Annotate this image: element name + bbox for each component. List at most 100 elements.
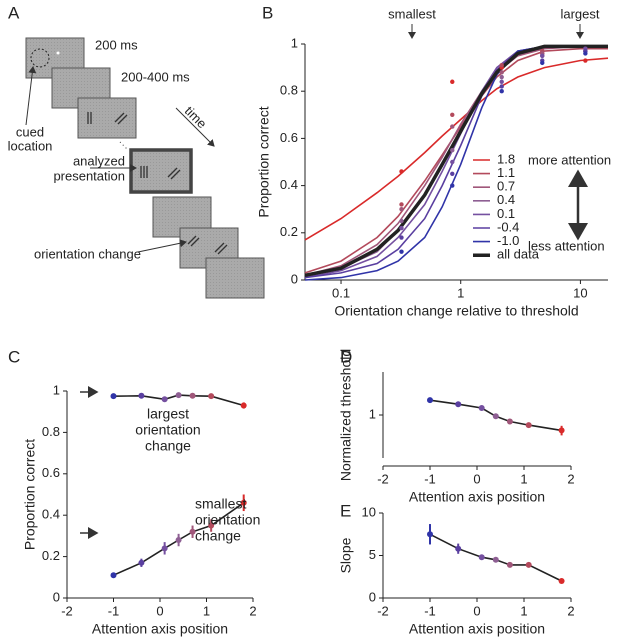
legend-label: 0.1 bbox=[497, 206, 515, 221]
legend-label: 0.7 bbox=[497, 179, 515, 194]
dots bbox=[119, 141, 129, 151]
data-point bbox=[427, 397, 433, 404]
y-axis-label: Proportion correct bbox=[256, 106, 272, 217]
y-tick-label: 0 bbox=[291, 271, 298, 286]
y-tick-label: 0.2 bbox=[42, 548, 60, 563]
x-tick-label: 2 bbox=[567, 603, 574, 618]
curve bbox=[304, 57, 609, 241]
x-tick-label: -1 bbox=[424, 471, 436, 486]
data-point bbox=[399, 235, 404, 240]
data-point bbox=[450, 159, 455, 165]
annotation: orientation bbox=[195, 512, 260, 528]
y-tick-label: 0.6 bbox=[42, 465, 60, 480]
label: cued bbox=[16, 124, 44, 139]
y-tick-label: 10 bbox=[362, 504, 376, 519]
data-point bbox=[450, 112, 455, 118]
data-point bbox=[399, 225, 404, 231]
frame-analyzed bbox=[129, 148, 193, 194]
fixation bbox=[56, 51, 60, 55]
data-point bbox=[478, 554, 485, 561]
data-point bbox=[189, 392, 196, 399]
legend-label: 1.8 bbox=[497, 151, 515, 166]
x-tick-label: 1 bbox=[457, 285, 464, 300]
data-point bbox=[399, 218, 404, 224]
y-tick-label: 0.4 bbox=[42, 507, 60, 522]
x-tick-label: 1 bbox=[203, 603, 210, 618]
data-point bbox=[525, 561, 532, 568]
panel-label: E bbox=[340, 501, 351, 520]
annotation: less attention bbox=[528, 238, 605, 253]
y-tick-label: 1 bbox=[291, 35, 298, 50]
data-point bbox=[399, 202, 404, 207]
panel-label: A bbox=[8, 3, 20, 22]
x-tick-label: 0 bbox=[473, 471, 480, 486]
x-tick-label: 2 bbox=[567, 471, 574, 486]
y-axis-label: Proportion correct bbox=[22, 439, 38, 550]
data-point bbox=[208, 393, 215, 400]
data-point bbox=[240, 402, 247, 409]
y-axis-label: Slope bbox=[338, 537, 354, 573]
data-point bbox=[399, 169, 404, 174]
cue-arrow bbox=[25, 66, 37, 126]
y-tick-label: 1 bbox=[53, 382, 60, 397]
data-point bbox=[175, 392, 182, 399]
data-point bbox=[450, 79, 455, 84]
x-tick-label: 0.1 bbox=[332, 285, 350, 300]
time-arrow bbox=[175, 107, 215, 147]
frame bbox=[77, 97, 137, 139]
data-point bbox=[525, 422, 532, 429]
legend-label: 1.1 bbox=[497, 165, 515, 180]
data-point bbox=[110, 393, 117, 400]
data-point bbox=[450, 124, 455, 129]
data-point bbox=[450, 183, 455, 188]
data-point bbox=[492, 413, 499, 420]
x-tick-label: -1 bbox=[424, 603, 436, 618]
annotation: change bbox=[145, 438, 191, 454]
data-point bbox=[499, 89, 504, 94]
annotation: change bbox=[195, 528, 241, 544]
x-axis-label: Attention axis position bbox=[409, 489, 545, 505]
data-point bbox=[499, 70, 504, 75]
data-point bbox=[499, 74, 504, 80]
data-point bbox=[499, 79, 504, 84]
data-point bbox=[208, 522, 215, 529]
data-point bbox=[175, 537, 182, 544]
label: location bbox=[8, 138, 53, 153]
data-point bbox=[161, 396, 168, 403]
data-point bbox=[189, 528, 196, 535]
x-tick-label: 0 bbox=[473, 603, 480, 618]
data-point bbox=[506, 418, 513, 425]
label: analyzed bbox=[73, 153, 125, 168]
y-tick-label: 0.8 bbox=[280, 83, 298, 98]
x-tick-label: -2 bbox=[377, 603, 389, 618]
y-tick-label: 0.4 bbox=[280, 177, 298, 192]
y-tick-label: 0.8 bbox=[42, 424, 60, 439]
x-tick-label: 10 bbox=[573, 285, 587, 300]
cue-circle bbox=[30, 48, 50, 68]
x-axis-label: Attention axis position bbox=[92, 621, 228, 637]
change-arrow bbox=[137, 239, 187, 253]
annotation: smallest bbox=[388, 6, 436, 21]
grating bbox=[187, 235, 228, 255]
grating bbox=[140, 166, 181, 180]
data-point bbox=[499, 84, 504, 89]
data-point bbox=[455, 401, 462, 408]
panel-label: D bbox=[340, 347, 352, 366]
legend-label: -1.0 bbox=[497, 233, 519, 248]
label: time bbox=[182, 103, 210, 131]
data-point bbox=[399, 249, 404, 254]
curve bbox=[304, 44, 608, 278]
data-point bbox=[558, 427, 565, 434]
y-tick-label: 5 bbox=[369, 547, 376, 562]
data-point bbox=[450, 148, 455, 153]
data-point bbox=[478, 404, 485, 411]
y-tick-label: 1 bbox=[369, 406, 376, 421]
x-axis-label: Attention axis position bbox=[409, 621, 545, 637]
annotation: largest bbox=[560, 6, 599, 21]
data-point bbox=[558, 578, 565, 584]
diagram: 200 ms 200-400 ms cued location time ana… bbox=[8, 37, 265, 299]
label: orientation change bbox=[34, 246, 141, 261]
data-point bbox=[427, 531, 433, 538]
data-point bbox=[499, 63, 504, 68]
data-point bbox=[455, 545, 462, 552]
